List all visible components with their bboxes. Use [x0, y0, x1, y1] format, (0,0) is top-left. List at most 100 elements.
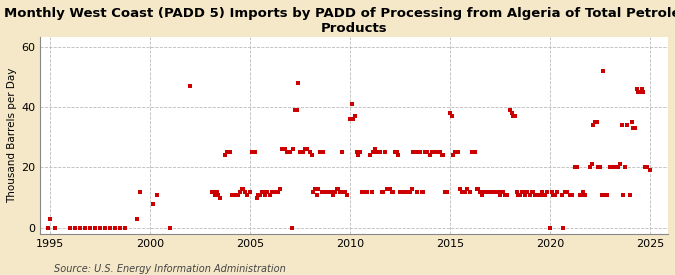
Point [148, 202, 159, 206]
Point [441, 189, 452, 194]
Title: Monthly West Coast (PADD 5) Imports by PADD of Processing from Algeria of Total : Monthly West Coast (PADD 5) Imports by P… [4, 7, 675, 35]
Point [368, 150, 379, 155]
Point [326, 189, 337, 194]
Point [460, 189, 470, 194]
Point [606, 165, 617, 170]
Point [292, 108, 302, 112]
Point [304, 150, 315, 155]
Point [551, 189, 562, 194]
Point [489, 189, 500, 194]
Point [439, 189, 450, 194]
Point [533, 192, 544, 197]
Point [631, 87, 642, 91]
Point [502, 192, 512, 197]
Point [548, 192, 559, 197]
Point [135, 189, 146, 194]
Point [358, 189, 369, 194]
Point [313, 186, 324, 191]
Point [393, 153, 404, 158]
Point [213, 192, 224, 197]
Point [132, 217, 142, 221]
Point [478, 189, 489, 194]
Point [367, 189, 377, 194]
Point [416, 189, 427, 194]
Point [311, 192, 322, 197]
Point [590, 120, 601, 124]
Point [475, 189, 485, 194]
Point [526, 189, 537, 194]
Point [270, 189, 281, 194]
Point [545, 226, 556, 230]
Point [480, 189, 491, 194]
Point [601, 192, 612, 197]
Point [541, 189, 552, 194]
Point [413, 150, 424, 155]
Point [477, 192, 487, 197]
Point [591, 120, 602, 124]
Point [535, 192, 545, 197]
Point [84, 226, 95, 230]
Point [351, 150, 362, 155]
Point [531, 192, 542, 197]
Point [381, 186, 392, 191]
Point [378, 189, 389, 194]
Point [386, 189, 397, 194]
Point [256, 189, 267, 194]
Point [221, 150, 232, 155]
Point [620, 165, 630, 170]
Point [585, 165, 595, 170]
Point [616, 123, 627, 127]
Point [456, 189, 467, 194]
Point [516, 189, 527, 194]
Point [427, 150, 437, 155]
Point [473, 186, 484, 191]
Point [246, 150, 257, 155]
Point [524, 192, 535, 197]
Point [65, 226, 76, 230]
Point [276, 147, 287, 152]
Point [379, 150, 390, 155]
Point [275, 186, 286, 191]
Point [230, 192, 240, 197]
Point [450, 150, 460, 155]
Point [640, 165, 651, 170]
Point [493, 189, 504, 194]
Point [295, 150, 306, 155]
Point [320, 189, 331, 194]
Point [468, 150, 479, 155]
Point [587, 162, 597, 167]
Point [271, 189, 282, 194]
Point [578, 189, 589, 194]
Point [151, 192, 162, 197]
Point [455, 186, 466, 191]
Point [500, 192, 510, 197]
Point [498, 189, 509, 194]
Point [574, 192, 585, 197]
Point [105, 226, 115, 230]
Point [325, 189, 335, 194]
Point [560, 189, 570, 194]
Point [338, 189, 349, 194]
Point [306, 153, 317, 158]
Point [580, 192, 591, 197]
Point [540, 192, 551, 197]
Point [461, 186, 472, 191]
Point [486, 189, 497, 194]
Point [165, 226, 176, 230]
Point [398, 189, 409, 194]
Point [293, 81, 304, 85]
Point [80, 226, 90, 230]
Point [425, 153, 435, 158]
Point [470, 150, 481, 155]
Point [348, 117, 359, 121]
Point [471, 186, 482, 191]
Point [210, 192, 221, 197]
Point [267, 189, 277, 194]
Point [593, 165, 604, 170]
Point [495, 192, 506, 197]
Point [268, 189, 279, 194]
Point [638, 90, 649, 94]
Point [418, 189, 429, 194]
Point [446, 114, 457, 118]
Point [549, 192, 560, 197]
